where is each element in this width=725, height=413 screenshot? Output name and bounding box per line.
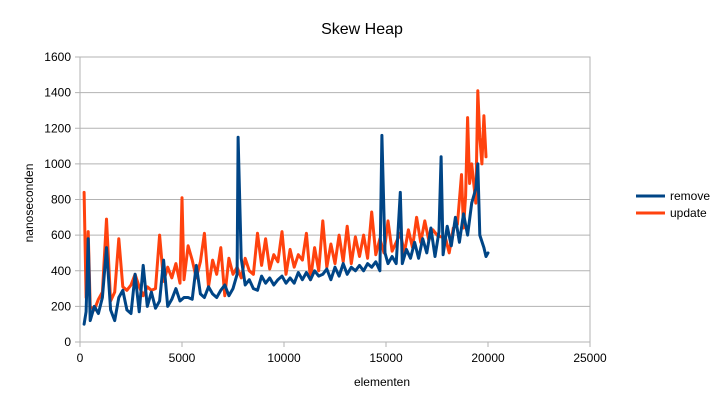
x-axis-ticks: 0 5000 10000 15000 20000 25000	[77, 342, 607, 365]
x-tick-label: 0	[77, 351, 84, 365]
y-tick-label: 1400	[44, 86, 71, 100]
y-tick-label: 800	[51, 193, 71, 207]
x-axis-label: elementen	[354, 375, 410, 389]
legend-label-update: update	[670, 206, 707, 220]
y-tick-label: 200	[51, 299, 71, 313]
y-tick-label: 600	[51, 228, 71, 242]
legend-label-remove: remove	[670, 189, 710, 203]
y-axis-label: nanoseconden	[22, 164, 36, 243]
x-tick-label: 20000	[471, 351, 505, 365]
y-tick-label: 400	[51, 264, 71, 278]
chart-title: Skew Heap	[321, 21, 403, 38]
y-axis-ticks: 0 200 400 600 800 1000 1200 1400 1600	[44, 50, 80, 349]
x-tick-label: 25000	[573, 351, 607, 365]
y-tick-label: 0	[64, 335, 71, 349]
y-tick-label: 1000	[44, 157, 71, 171]
y-tick-label: 1600	[44, 50, 71, 64]
series-line-update	[82, 89, 488, 312]
x-tick-label: 10000	[267, 351, 301, 365]
legend: remove update	[636, 189, 710, 220]
x-tick-label: 5000	[169, 351, 196, 365]
series-layer	[82, 89, 490, 326]
series-line-remove	[82, 133, 490, 326]
x-tick-label: 15000	[369, 351, 403, 365]
y-tick-label: 1200	[44, 121, 71, 135]
